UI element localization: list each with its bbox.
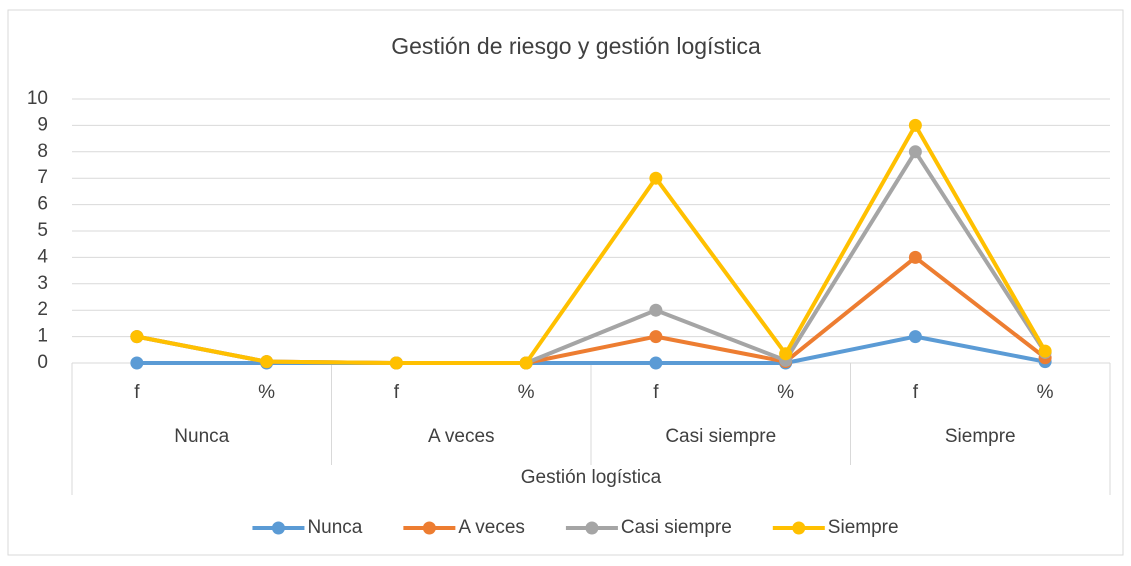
x-tick-label: %: [777, 382, 794, 403]
legend-label: A veces: [458, 517, 525, 538]
x-tick-label: %: [258, 382, 275, 403]
x-tick-label: f: [913, 382, 919, 403]
point: [649, 171, 663, 185]
legend-label: Casi siempre: [621, 517, 732, 538]
chart-border: [7, 9, 1124, 556]
x-tick-label: %: [1037, 382, 1054, 403]
y-tick-label: 4: [37, 246, 48, 267]
chart-title: Gestión de riesgo y gestión logística: [391, 33, 761, 59]
legend-marker: [585, 521, 599, 535]
point: [1038, 344, 1052, 358]
x-tick-label: %: [518, 382, 535, 403]
point: [389, 356, 403, 370]
point: [779, 347, 793, 361]
y-tick-label: 3: [37, 273, 48, 294]
point: [519, 356, 533, 370]
point: [260, 355, 274, 369]
group-label: A veces: [428, 426, 495, 447]
y-tick-label: 1: [37, 326, 48, 347]
point: [649, 303, 663, 317]
point: [908, 330, 922, 344]
y-tick-label: 7: [37, 167, 48, 188]
point: [649, 330, 663, 344]
group-label: Casi siempre: [665, 426, 776, 447]
y-tick-label: 0: [37, 352, 48, 373]
legend-label: Siempre: [828, 517, 899, 538]
point: [908, 118, 922, 132]
point: [130, 330, 144, 344]
y-tick-label: 6: [37, 194, 48, 215]
y-tick-label: 9: [37, 114, 48, 135]
x-axis-title: Gestión logística: [521, 467, 662, 488]
y-tick-label: 5: [37, 220, 48, 241]
x-tick-label: f: [394, 382, 400, 403]
series-line: [136, 123, 1047, 365]
legend-marker: [271, 521, 285, 535]
point: [908, 250, 922, 264]
y-tick-label: 2: [37, 299, 48, 320]
group-label: Nunca: [174, 426, 229, 447]
y-tick-label: 10: [27, 88, 48, 109]
legend-marker: [422, 521, 436, 535]
legend-marker: [792, 521, 806, 535]
y-tick-label: 8: [37, 141, 48, 162]
point: [649, 356, 663, 370]
x-tick-label: f: [653, 382, 659, 403]
legend-label: Nunca: [307, 517, 362, 538]
group-label: Siempre: [945, 426, 1016, 447]
x-tick-label: f: [134, 382, 140, 403]
point: [130, 356, 144, 370]
point: [908, 145, 922, 159]
